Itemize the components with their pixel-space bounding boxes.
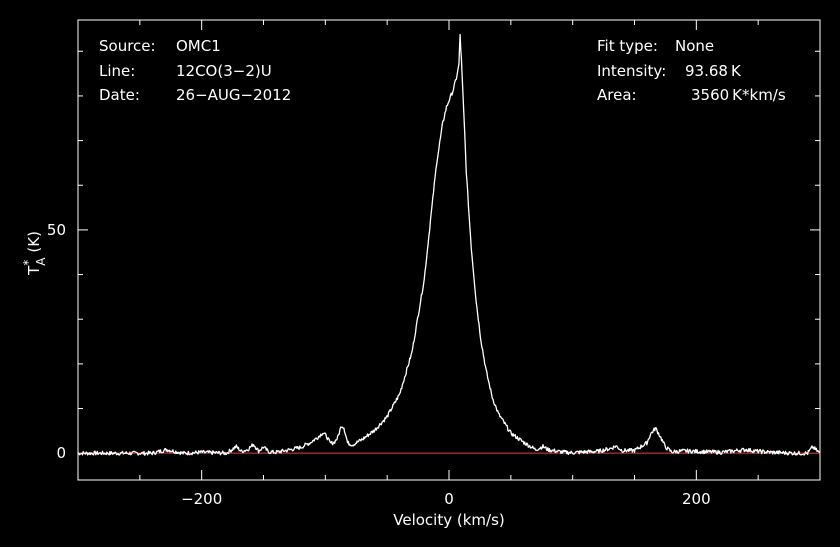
source-label: Source: (99, 37, 156, 55)
date-value: 26−AUG−2012 (176, 86, 291, 104)
line-value: 12CO(3−2)U (176, 62, 272, 80)
area-value: 3560 K*km/s (691, 86, 786, 104)
y-axis-label-unit: (K) (25, 231, 43, 253)
y-axis-label-sup: * (21, 260, 35, 266)
y-axis-label-base: T (25, 265, 43, 276)
intensity-value: 93.68 K (685, 62, 742, 80)
line-label: Line: (99, 62, 135, 80)
x-axis-label: Velocity (km/s) (393, 511, 504, 529)
y-axis-label: T*A (K) (21, 231, 48, 276)
y-tick-label: 50 (47, 221, 66, 239)
svg-text:T*A(K): T*A (K) (21, 231, 48, 276)
spectrum-line (77, 33, 821, 456)
fit-type-label: Fit type: (597, 37, 658, 55)
x-tick-label: −200 (181, 490, 222, 508)
y-axis-label-sub: A (34, 257, 48, 266)
intensity-label: Intensity: (597, 62, 666, 80)
area-label: Area: (597, 86, 637, 104)
x-tick-label: 200 (682, 490, 711, 508)
x-tick-label: 0 (444, 490, 454, 508)
source-value: OMC1 (176, 37, 221, 55)
date-label: Date: (99, 86, 140, 104)
tick-labels: −200 0 200 0 50 (47, 221, 711, 508)
y-tick-label: 0 (56, 444, 66, 462)
fit-type-value: None (675, 37, 714, 55)
